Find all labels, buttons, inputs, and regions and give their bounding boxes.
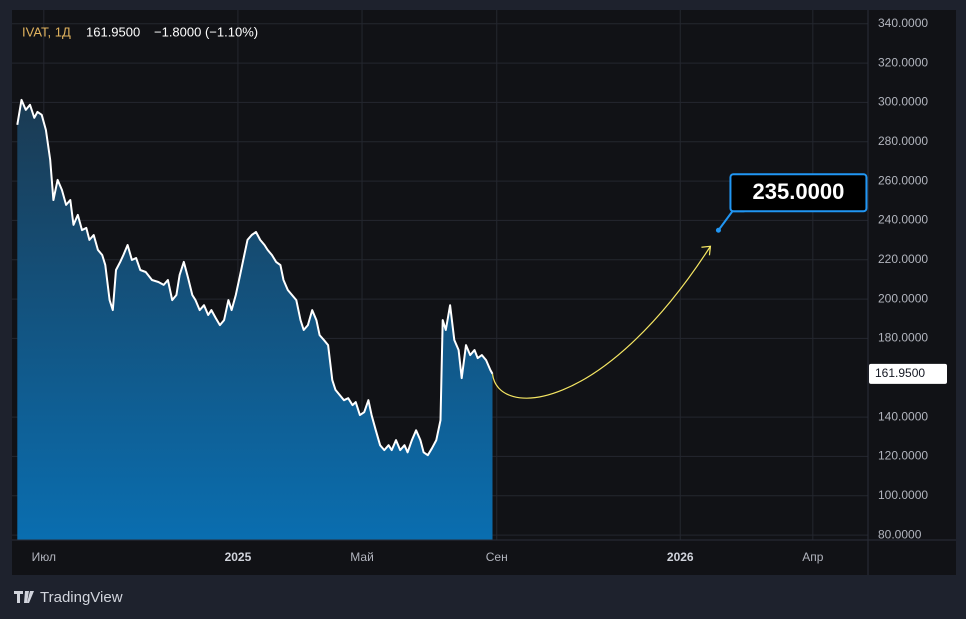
x-tick-label: 2026 bbox=[667, 550, 694, 564]
y-tick-label: 300.0000 bbox=[878, 95, 928, 109]
y-tick-label: 340.0000 bbox=[878, 16, 928, 30]
y-tick-label: 320.0000 bbox=[878, 55, 928, 69]
price-line bbox=[16, 98, 494, 457]
y-tick-label: 120.0000 bbox=[878, 449, 928, 463]
x-tick-label: Сен bbox=[486, 550, 508, 564]
y-tick-label: 80.0000 bbox=[878, 527, 922, 541]
brand-logo bbox=[14, 591, 34, 603]
y-tick-label: 240.0000 bbox=[878, 213, 928, 227]
last-price-label: 161.9500 bbox=[875, 366, 925, 380]
target-point bbox=[715, 227, 721, 233]
y-tick-label: 200.0000 bbox=[878, 291, 928, 305]
y-tick-label: 100.0000 bbox=[878, 488, 928, 502]
header-change: −1.8000 (−1.10%) bbox=[154, 24, 258, 39]
forecast-arrow bbox=[491, 245, 711, 399]
header-price: 161.9500 bbox=[86, 24, 140, 39]
x-tick-label: Июл bbox=[32, 550, 56, 564]
target-box bbox=[729, 173, 868, 213]
y-tick-label: 260.0000 bbox=[878, 173, 928, 187]
y-tick-label: 220.0000 bbox=[878, 252, 928, 266]
x-tick-label: Май bbox=[350, 550, 374, 564]
x-tick-label: Апр bbox=[802, 550, 824, 564]
arrow-head bbox=[701, 245, 712, 256]
area bbox=[17, 99, 493, 540]
target-label: 235.0000 bbox=[753, 179, 845, 204]
brand: TradingView bbox=[40, 589, 123, 606]
y-tick-label: 180.0000 bbox=[878, 331, 928, 345]
symbol: IVAT, 1Д bbox=[22, 24, 71, 39]
x-tick-label: 2025 bbox=[225, 550, 252, 564]
last-price-box bbox=[869, 363, 947, 384]
y-tick-label: 280.0000 bbox=[878, 134, 928, 148]
y-tick-label: 140.0000 bbox=[878, 409, 928, 423]
